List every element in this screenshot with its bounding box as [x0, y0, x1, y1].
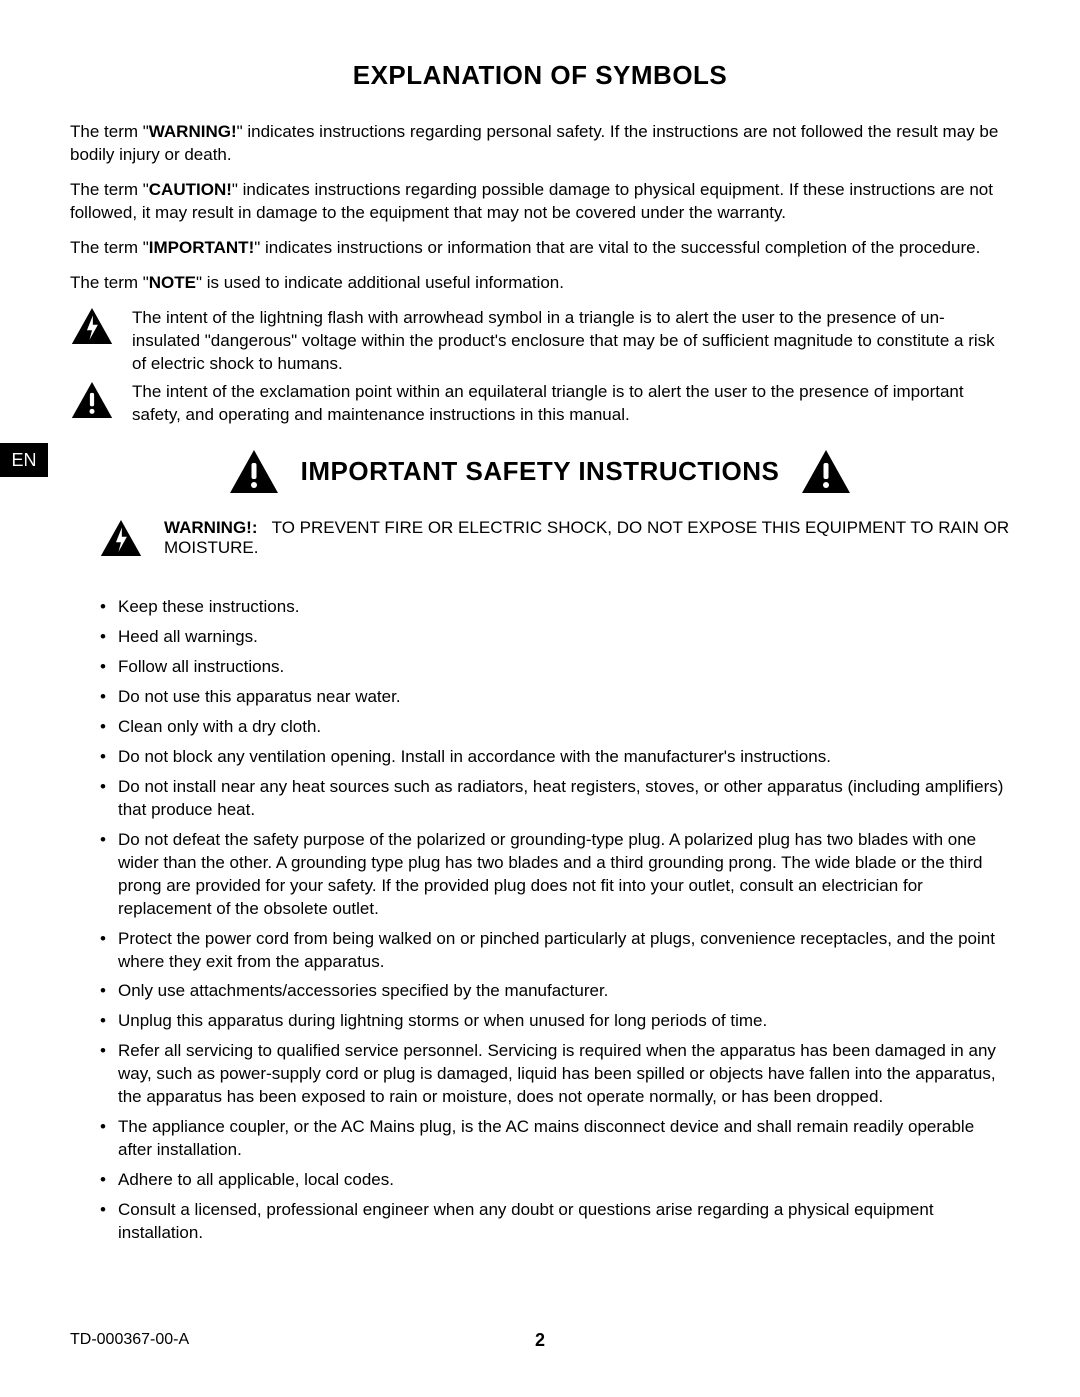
language-code: EN: [11, 450, 36, 471]
list-item: Adhere to all applicable, local codes.: [100, 1169, 1010, 1192]
list-item: Unplug this apparatus during lightning s…: [100, 1010, 1010, 1033]
intro-paragraph: The term "NOTE" is used to indicate addi…: [70, 272, 1010, 295]
symbol-explanation-row: The intent of the exclamation point with…: [70, 381, 1010, 427]
intro-paragraph: The term "IMPORTANT!" indicates instruct…: [70, 237, 1010, 260]
list-item: Clean only with a dry cloth.: [100, 716, 1010, 739]
safety-header: IMPORTANT SAFETY INSTRUCTIONS: [70, 449, 1010, 494]
lightning-triangle-icon: [100, 519, 144, 557]
list-item: Do not block any ventilation opening. In…: [100, 746, 1010, 769]
list-item: Do not install near any heat sources suc…: [100, 776, 1010, 822]
list-item: Heed all warnings.: [100, 626, 1010, 649]
list-item: Only use attachments/accessories specifi…: [100, 980, 1010, 1003]
document-id: TD-000367-00-A: [70, 1331, 189, 1349]
list-item: Keep these instructions.: [100, 596, 1010, 619]
symbol-explanation-text: The intent of the lightning flash with a…: [132, 307, 1010, 376]
page-number: 2: [535, 1330, 545, 1351]
document-page: EN EXPLANATION OF SYMBOLS The term "WARN…: [0, 0, 1080, 1397]
list-item: The appliance coupler, or the AC Mains p…: [100, 1116, 1010, 1162]
exclamation-triangle-icon: [70, 381, 114, 419]
safety-instructions-list: Keep these instructions. Heed all warnin…: [70, 596, 1010, 1245]
symbol-explanation-row: The intent of the lightning flash with a…: [70, 307, 1010, 376]
list-item: Do not use this apparatus near water.: [100, 686, 1010, 709]
language-tab: EN: [0, 443, 48, 477]
section-title-safety: IMPORTANT SAFETY INSTRUCTIONS: [301, 456, 780, 487]
page-footer: TD-000367-00-A 2: [70, 1331, 1010, 1349]
warning-line: WARNING!: TO PREVENT FIRE OR ELECTRIC SH…: [100, 518, 1010, 558]
list-item: Protect the power cord from being walked…: [100, 928, 1010, 974]
list-item: Refer all servicing to qualified service…: [100, 1040, 1010, 1109]
list-item: Follow all instructions.: [100, 656, 1010, 679]
symbol-explanation-text: The intent of the exclamation point with…: [132, 381, 1010, 427]
exclamation-triangle-icon: [801, 449, 851, 494]
list-item: Consult a licensed, professional enginee…: [100, 1199, 1010, 1245]
intro-paragraph: The term "WARNING!" indicates instructio…: [70, 121, 1010, 167]
section-title-symbols: EXPLANATION OF SYMBOLS: [70, 60, 1010, 91]
list-item: Do not defeat the safety purpose of the …: [100, 829, 1010, 921]
intro-paragraph: The term "CAUTION!" indicates instructio…: [70, 179, 1010, 225]
exclamation-triangle-icon: [229, 449, 279, 494]
warning-text: WARNING!: TO PREVENT FIRE OR ELECTRIC SH…: [164, 518, 1010, 558]
lightning-triangle-icon: [70, 307, 114, 345]
